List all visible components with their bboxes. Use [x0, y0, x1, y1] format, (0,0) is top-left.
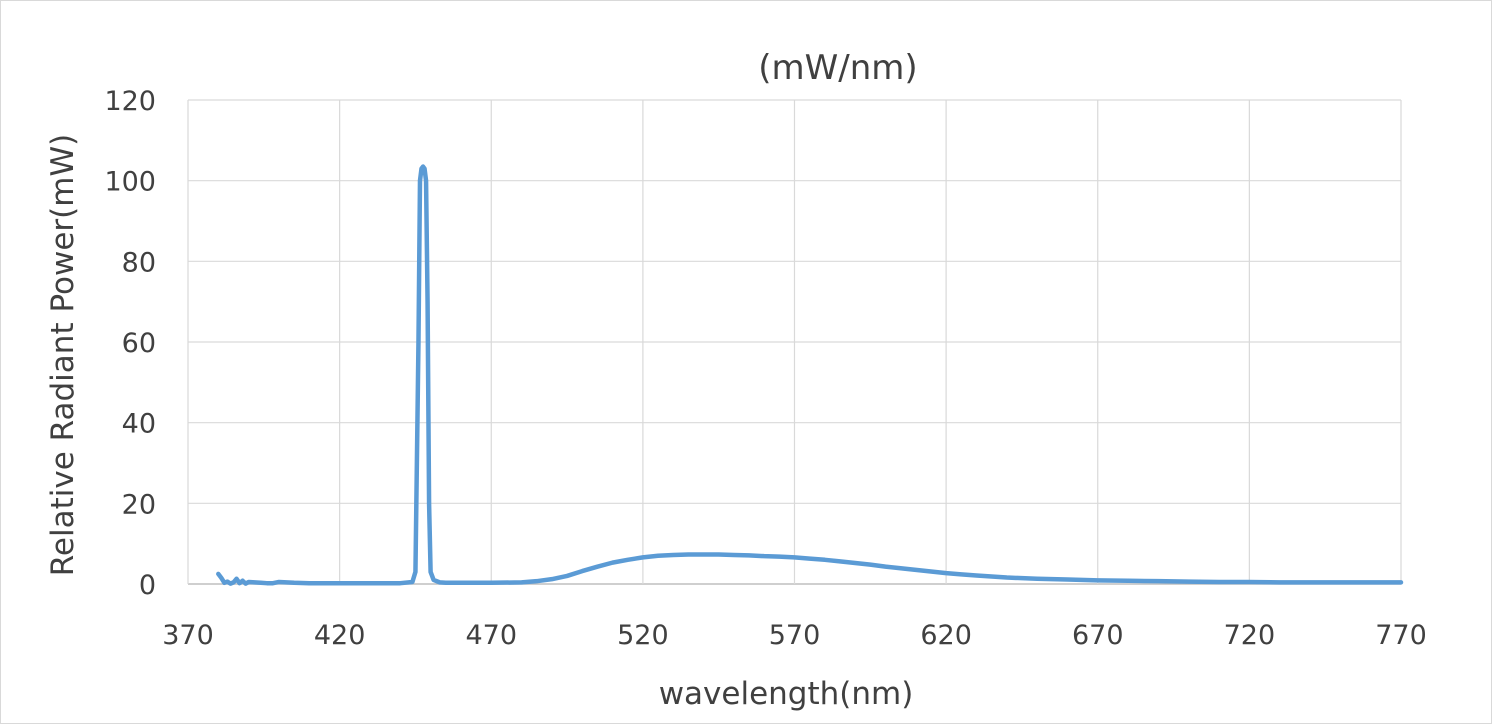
chart-title: (mW/nm) [758, 48, 917, 88]
x-tick-label: 570 [769, 620, 821, 651]
y-tick-label: 40 [122, 409, 156, 440]
x-tick-label: 670 [1072, 620, 1124, 651]
spectrum-series-line [216, 164, 1404, 586]
y-tick-labels: 0 20 40 60 80 100 120 [104, 86, 156, 601]
x-tick-label: 770 [1375, 620, 1427, 651]
y-axis-label: Relative Radiant Power(mW) [45, 134, 81, 576]
x-tick-label: 620 [920, 620, 972, 651]
y-tick-label: 60 [122, 328, 156, 359]
x-tick-label: 470 [465, 620, 517, 651]
y-tick-label: 0 [139, 570, 156, 601]
x-tick-label: 520 [617, 620, 669, 651]
gridlines [187, 99, 1402, 585]
x-tick-label: 420 [314, 620, 366, 651]
y-tick-label: 120 [104, 86, 156, 117]
x-axis-label: wavelength(nm) [659, 676, 914, 712]
y-tick-label: 100 [104, 167, 156, 198]
series-layer [216, 164, 1404, 586]
x-tick-labels: 370 420 470 520 570 620 670 720 770 [162, 620, 1427, 651]
y-tick-label: 20 [122, 489, 156, 520]
x-tick-label: 720 [1224, 620, 1276, 651]
x-tick-label: 370 [162, 620, 214, 651]
y-tick-label: 80 [122, 247, 156, 278]
